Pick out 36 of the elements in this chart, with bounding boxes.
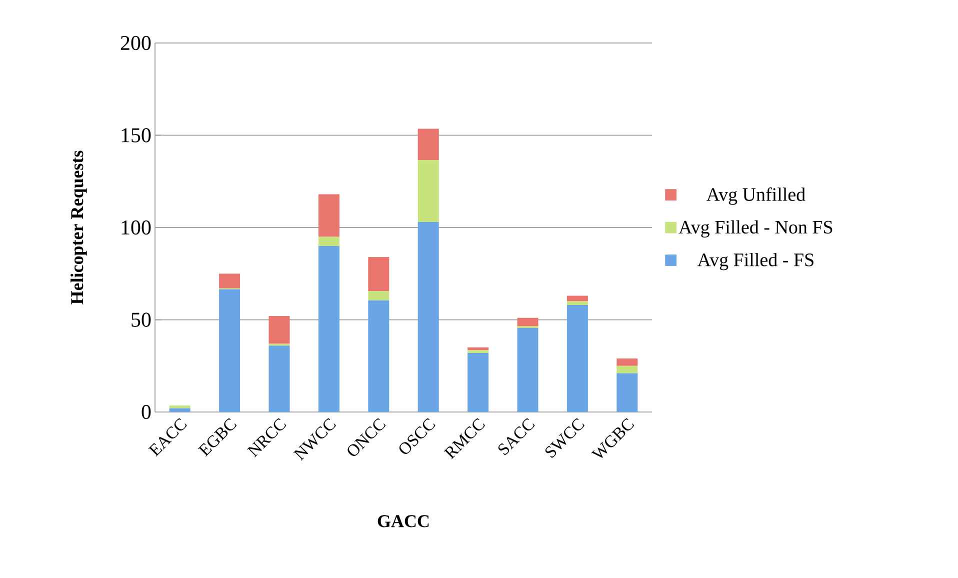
y-tick-label: 50 — [132, 312, 151, 327]
bar — [169, 406, 190, 408]
bar — [517, 318, 538, 326]
bar — [566, 301, 588, 305]
y-tick-label: 150 — [122, 128, 151, 142]
y-axis-title: Helicopter Requests — [70, 150, 87, 304]
bar — [318, 246, 340, 412]
bar — [616, 373, 638, 412]
bar — [468, 352, 489, 412]
bar — [566, 296, 588, 302]
bar — [616, 366, 638, 374]
bar — [566, 304, 588, 412]
bar — [169, 408, 190, 412]
legend-label: Avg Filled - Non FS — [678, 220, 832, 238]
bar — [219, 274, 240, 288]
bar — [418, 128, 439, 160]
bar — [468, 347, 489, 350]
y-tick-label: 200 — [120, 36, 151, 50]
bar — [418, 222, 439, 412]
bar — [368, 291, 390, 300]
bar — [268, 346, 290, 412]
bar — [368, 300, 390, 412]
legend-label: Avg Filled - FS — [697, 252, 814, 270]
bar — [616, 358, 638, 366]
bar — [418, 160, 439, 222]
bar — [268, 316, 290, 344]
y-tick-label: 0 — [142, 404, 151, 420]
bar — [368, 257, 390, 292]
y-tick-label: 100 — [122, 220, 151, 235]
bar — [219, 289, 240, 412]
legend-label: Avg Unfilled — [706, 187, 806, 205]
bar — [318, 236, 340, 246]
bar — [318, 194, 340, 237]
bar — [468, 350, 489, 353]
x-axis-title: GACC — [378, 515, 429, 528]
bar — [517, 328, 538, 412]
